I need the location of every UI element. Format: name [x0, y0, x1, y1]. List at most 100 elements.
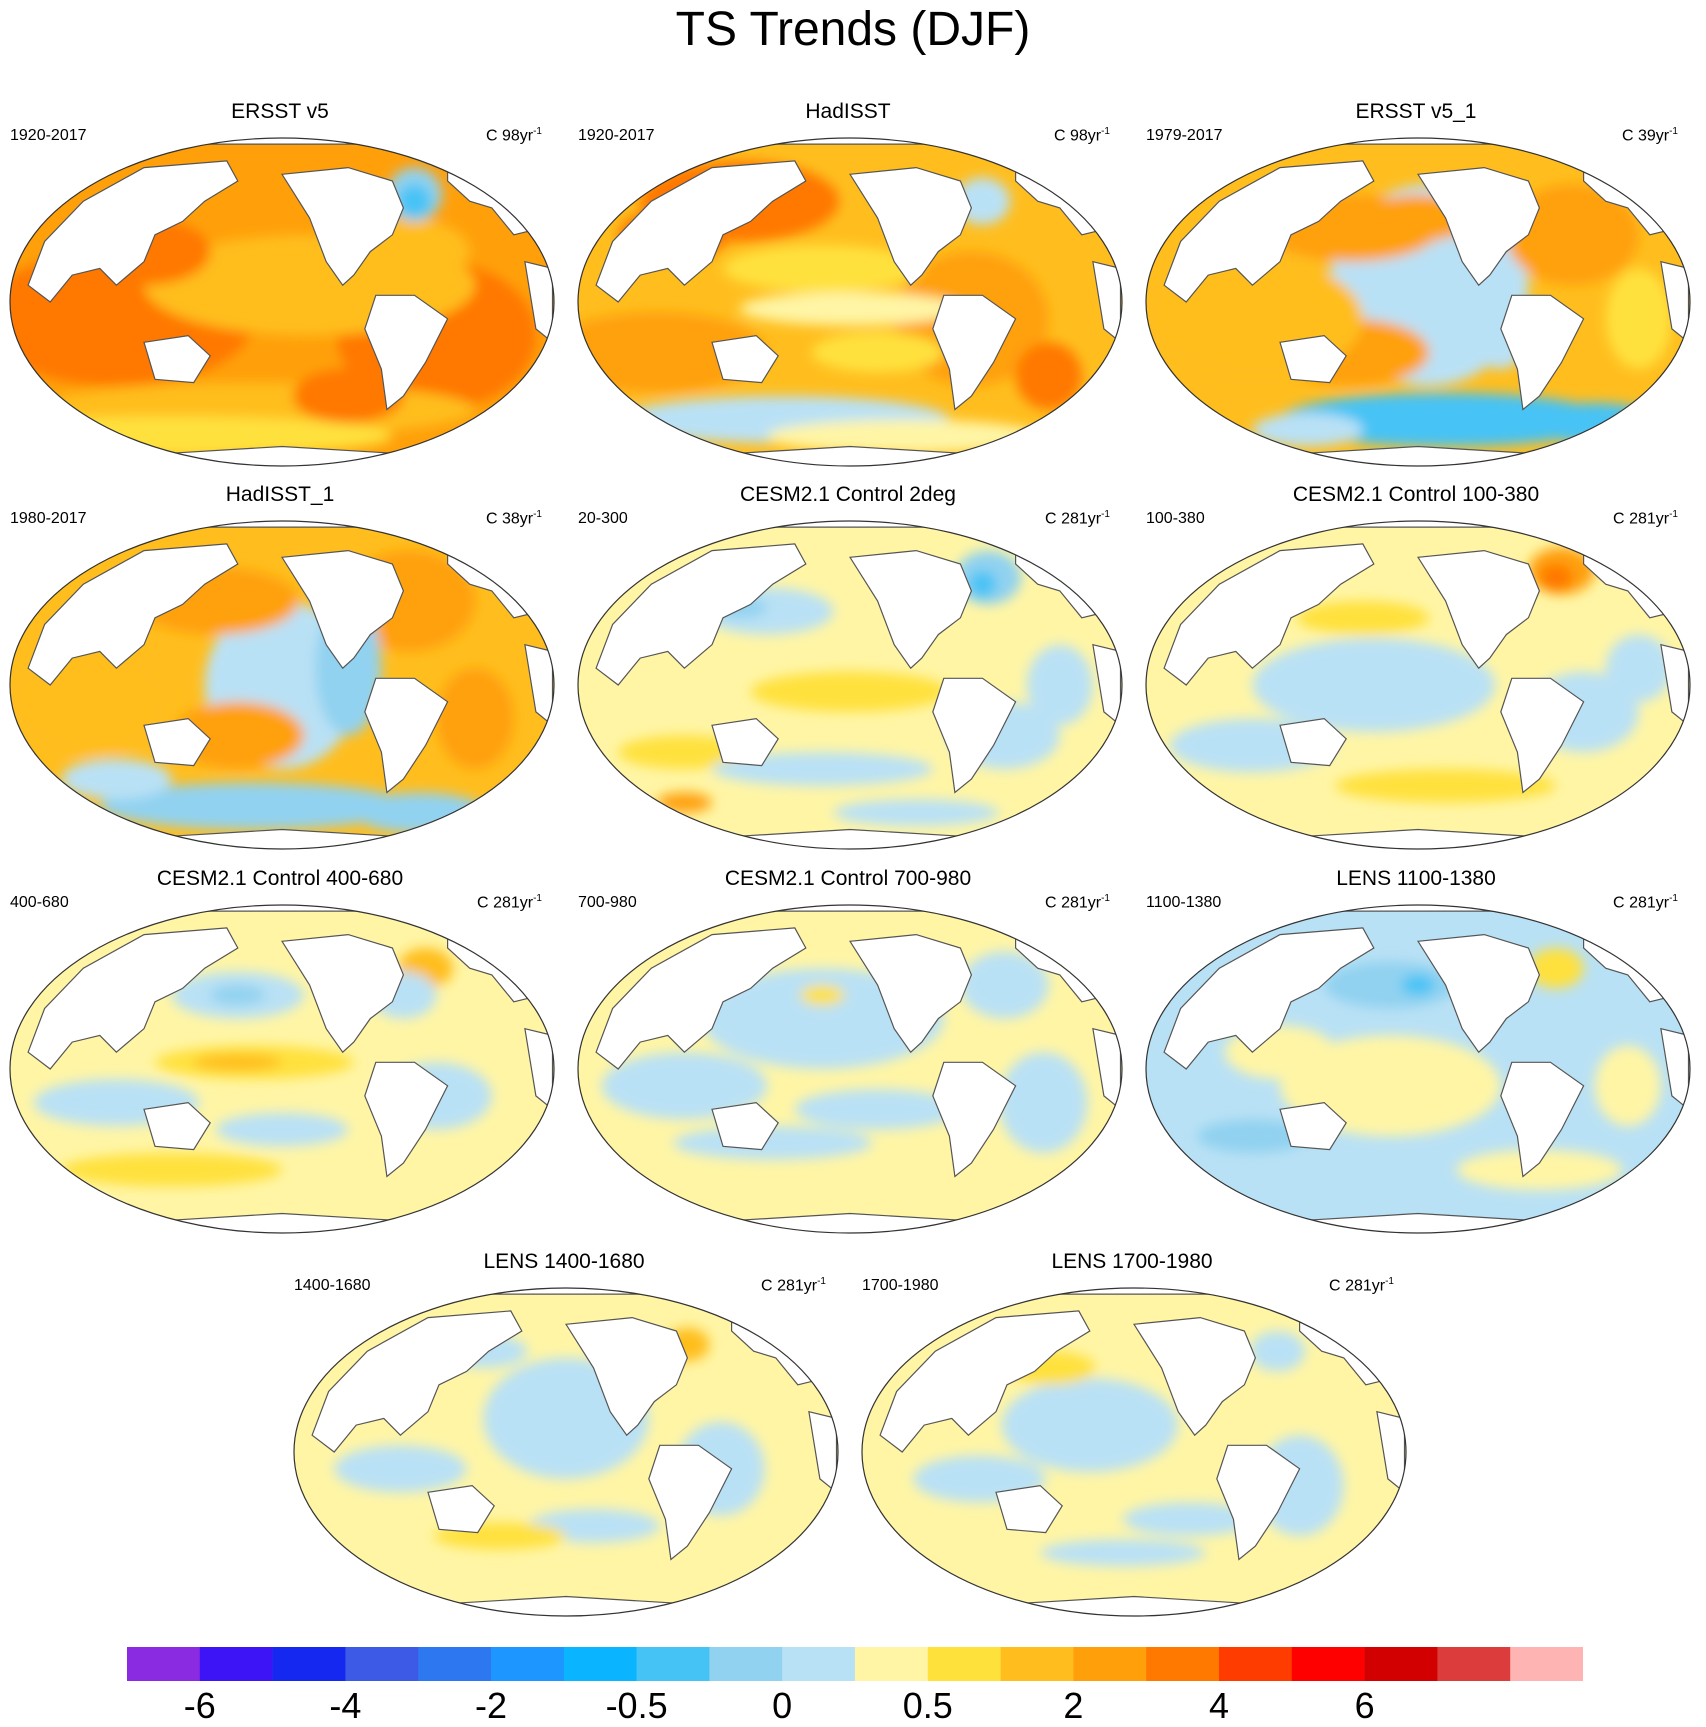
map-border — [1145, 904, 1691, 1234]
land-mask — [879, 1310, 1091, 1453]
colorbar-label: -6 — [183, 1685, 216, 1726]
trend-anomaly — [193, 1053, 282, 1071]
panel-units: C 281yr-1 — [1329, 1276, 1394, 1295]
map-border — [577, 520, 1123, 850]
trend-map — [577, 520, 1123, 850]
colorbar — [127, 1647, 1583, 1681]
panel-cesm-control-2deg: CESM2.1 Control 2deg 20-300 C 281yr-1 — [568, 483, 1128, 853]
trend-anomaly — [1015, 342, 1082, 410]
trend-anomaly — [397, 184, 432, 218]
land-mask — [27, 160, 239, 303]
trend-anomaly — [960, 951, 1049, 1019]
land-mask — [595, 160, 807, 303]
land-mask — [848, 549, 973, 670]
trend-anomaly — [1040, 1539, 1206, 1567]
trend-anomaly — [968, 570, 997, 598]
land-mask — [595, 927, 807, 1070]
panel-title: HadISST_1 — [225, 483, 335, 506]
land-mask — [27, 543, 239, 686]
colorbar-label: 2 — [1063, 1685, 1084, 1726]
trend-anomaly — [999, 1052, 1088, 1153]
colorbar-swatch — [1000, 1647, 1074, 1681]
panel-lens-1400-1680: LENS 1400-1680 1400-1680 C 281yr-1 — [284, 1250, 844, 1620]
map-border — [1145, 520, 1691, 850]
panel-period: 1100-1380 — [1146, 894, 1222, 911]
panel-title: LENS 1700-1980 — [1051, 1250, 1213, 1273]
colorbar-swatch — [1219, 1647, 1293, 1681]
land-mask — [848, 933, 973, 1054]
figure-title: TS Trends (DJF) — [675, 3, 1031, 56]
colorbar-label: 4 — [1208, 1685, 1230, 1726]
trend-anomaly — [1296, 601, 1429, 635]
trend-anomaly — [767, 419, 1044, 454]
land-mask — [848, 166, 973, 287]
trend-anomaly — [833, 799, 999, 827]
trend-map — [1145, 520, 1691, 850]
trend-map — [861, 1287, 1407, 1617]
land-mask — [711, 717, 779, 767]
trend-anomaly — [1528, 402, 1661, 444]
trend-anomaly — [1280, 1035, 1501, 1137]
land-mask — [1251, 905, 1585, 912]
land-mask — [1279, 334, 1347, 384]
panel-title: CESM2.1 Control 2deg — [740, 483, 956, 506]
land-mask — [1500, 677, 1585, 794]
trend-anomaly — [1324, 961, 1457, 1009]
land-mask — [1163, 160, 1375, 303]
panel-period: 1980-2017 — [10, 510, 87, 527]
panel-title: ERSST v5 — [231, 100, 329, 123]
trend-anomaly — [656, 792, 712, 813]
panel-hadisst-1: HadISST_1 1980-2017 C 38yr-1 — [0, 483, 560, 853]
land-mask — [595, 543, 807, 686]
colorbar-swatch — [1437, 1647, 1511, 1681]
colorbar-swatch — [636, 1647, 710, 1681]
panel-period: 1979-2017 — [1146, 127, 1223, 144]
trend-anomaly — [739, 291, 961, 326]
colorbar-swatch — [1146, 1647, 1220, 1681]
map-border — [1145, 137, 1691, 467]
trend-map — [9, 137, 555, 467]
trend-anomaly — [723, 244, 922, 292]
trend-anomaly — [1539, 564, 1573, 591]
trend-anomaly — [1401, 974, 1435, 996]
land-mask — [683, 905, 1017, 912]
colorbar-label: -4 — [329, 1685, 362, 1726]
panel-ersst-v5: ERSST v5 1920-2017 C 98yr-1 — [0, 100, 560, 470]
trend-anomaly — [99, 782, 409, 830]
panel-period: 1400-1680 — [294, 1277, 371, 1294]
panel-title: CESM2.1 Control 400-680 — [156, 867, 404, 890]
panel-units: C 38yr-1 — [485, 509, 542, 528]
land-mask — [115, 138, 449, 145]
panel-cesm-control-700-980: CESM2.1 Control 700-980 700-980 C 281yr-… — [568, 867, 1128, 1237]
panel-units: C 98yr-1 — [485, 126, 542, 145]
trend-anomaly — [1026, 644, 1093, 726]
trend-anomaly — [1252, 412, 1363, 447]
land-mask — [995, 1484, 1063, 1534]
trend-map — [1145, 137, 1691, 467]
land-mask — [364, 294, 449, 411]
land-mask — [427, 1484, 495, 1534]
land-mask — [1279, 1101, 1347, 1151]
land-mask — [1251, 138, 1585, 145]
land-mask — [1500, 294, 1585, 411]
land-mask — [280, 933, 405, 1054]
panel-period: 400-680 — [10, 894, 69, 911]
panel-hadisst: HadISST 1920-2017 C 98yr-1 — [568, 100, 1128, 470]
panel-cesm-control-100-380: CESM2.1 Control 100-380 100-380 C 281yr-… — [1136, 483, 1696, 853]
trend-anomaly — [61, 1153, 282, 1187]
trend-anomaly — [210, 985, 266, 1006]
panel-period: 1920-2017 — [578, 127, 655, 144]
panel-title: ERSST v5_1 — [1355, 100, 1477, 123]
map-border — [293, 1287, 839, 1617]
land-mask — [932, 294, 1017, 411]
panel-period: 100-380 — [1146, 510, 1205, 527]
trend-anomaly — [811, 332, 944, 373]
colorbar-swatch — [855, 1647, 929, 1681]
trend-anomaly — [1528, 948, 1584, 989]
land-mask — [967, 1288, 1301, 1295]
land-mask — [1416, 933, 1541, 1054]
land-mask — [1251, 521, 1585, 528]
land-mask — [27, 927, 239, 1070]
map-border — [861, 1287, 1407, 1617]
colorbar-swatch — [782, 1647, 856, 1681]
